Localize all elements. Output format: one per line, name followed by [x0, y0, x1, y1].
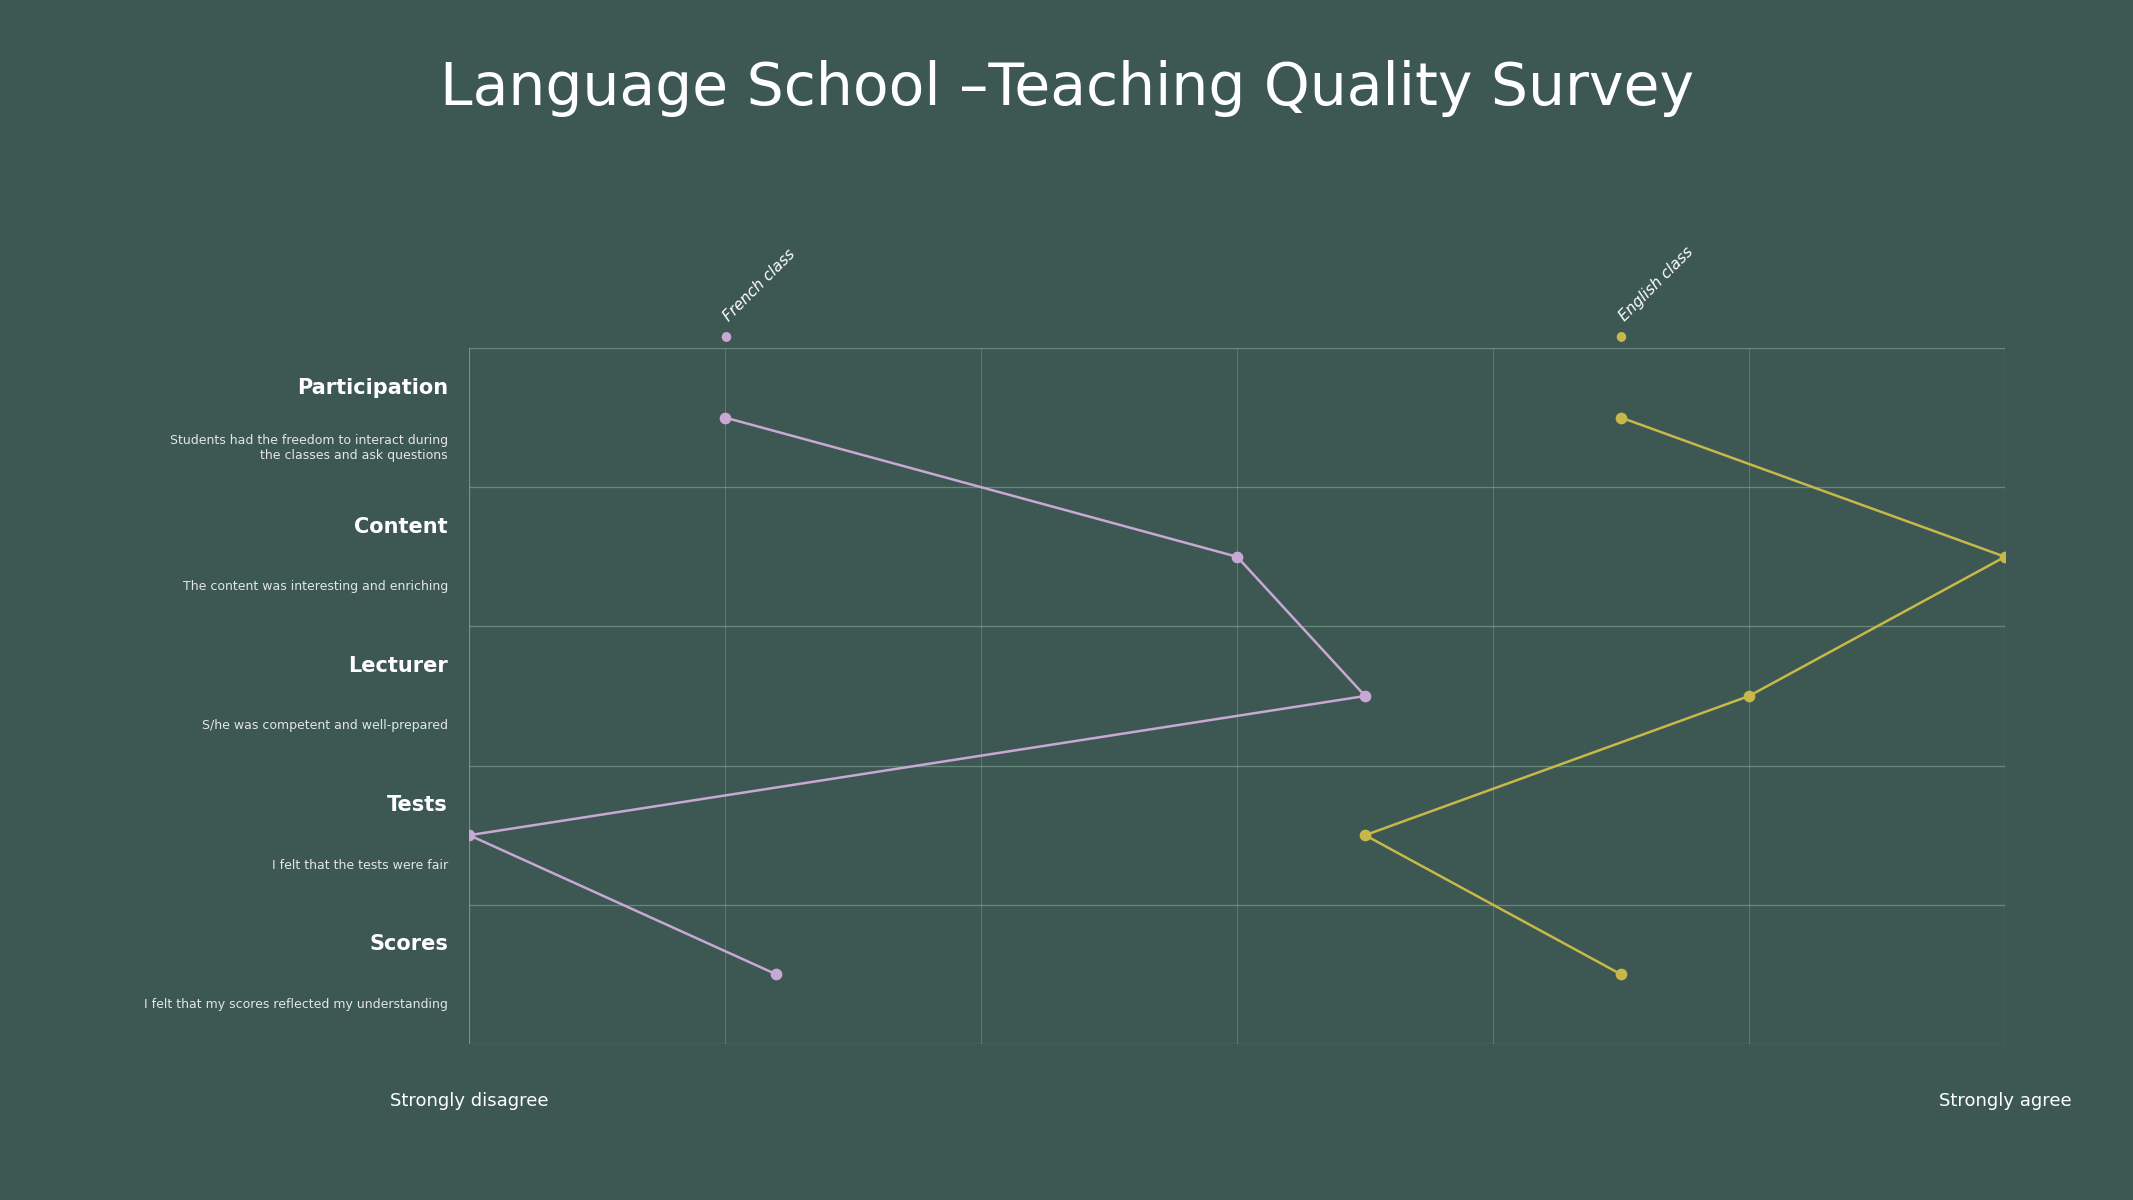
Text: Participation: Participation	[296, 378, 448, 397]
Text: Strongly agree: Strongly agree	[1939, 1092, 2071, 1110]
Text: Lecturer: Lecturer	[348, 656, 448, 676]
Text: English class: English class	[1617, 244, 1696, 324]
Point	[708, 408, 742, 427]
Text: I felt that the tests were fair: I felt that the tests were fair	[271, 859, 448, 871]
Text: I felt that my scores reflected my understanding: I felt that my scores reflected my under…	[145, 998, 448, 1010]
Point	[1348, 826, 1382, 845]
Text: Tests: Tests	[388, 796, 448, 815]
Text: Content: Content	[354, 517, 448, 536]
Text: Scores: Scores	[369, 935, 448, 954]
Point	[1732, 686, 1766, 706]
Text: S/he was competent and well-prepared: S/he was competent and well-prepared	[203, 720, 448, 732]
Text: Strongly disagree: Strongly disagree	[390, 1092, 548, 1110]
Point	[1988, 547, 2022, 566]
Text: Students had the freedom to interact during
the classes and ask questions: Students had the freedom to interact dur…	[171, 433, 448, 462]
Point	[1604, 408, 1638, 427]
Point	[1348, 686, 1382, 706]
Text: French class: French class	[721, 246, 798, 324]
Text: ●: ●	[1615, 329, 1627, 342]
Point	[759, 965, 793, 984]
Point	[1604, 965, 1638, 984]
Text: The content was interesting and enriching: The content was interesting and enrichin…	[183, 581, 448, 593]
Text: Language School –Teaching Quality Survey: Language School –Teaching Quality Survey	[439, 60, 1694, 116]
Point	[1220, 547, 1254, 566]
Text: ●: ●	[719, 329, 732, 342]
Point	[452, 826, 486, 845]
